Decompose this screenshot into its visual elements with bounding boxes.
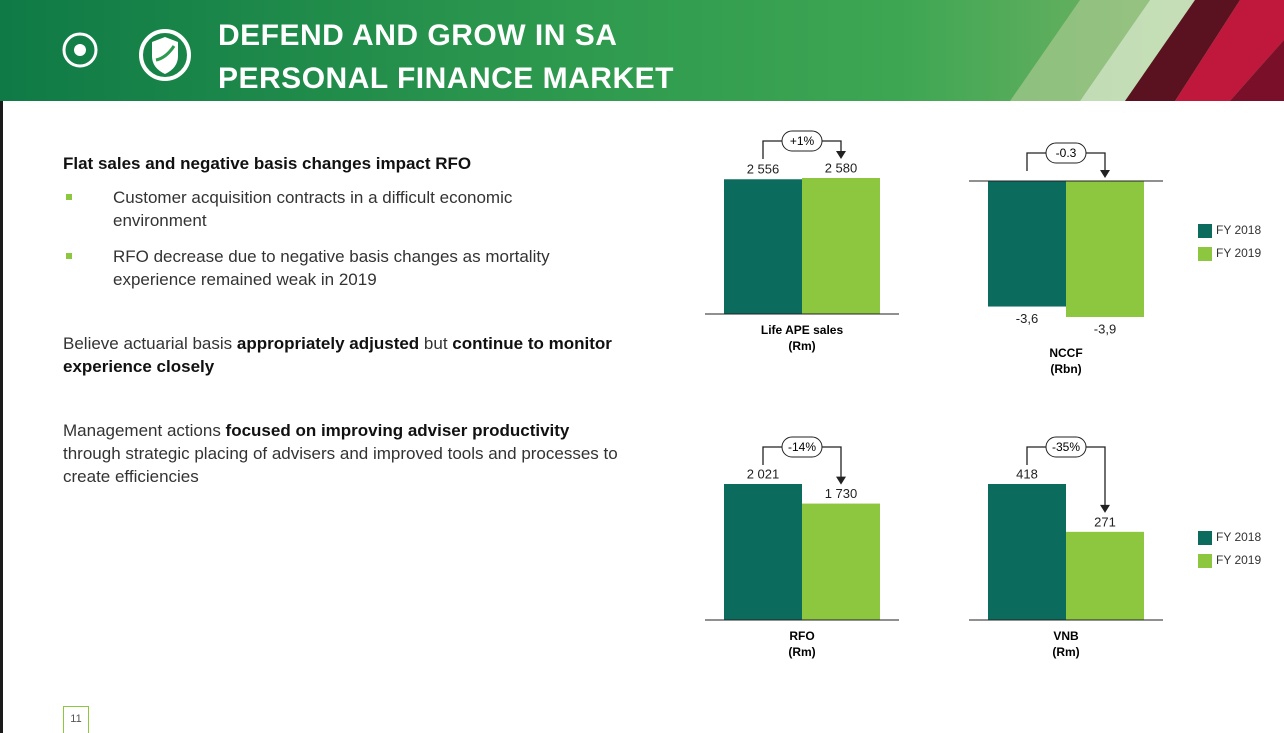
x-label: VNB (1053, 629, 1079, 643)
value-label: -3,9 (1094, 321, 1116, 336)
change-label: -14% (788, 440, 816, 454)
x-unit: (Rm) (788, 339, 815, 353)
charts: 2 556 2 580 Life APE sales (Rm) +1% -3,6 -3,9 N… (0, 0, 1284, 733)
change-label: -0.3 (1056, 146, 1077, 160)
x-label: Life APE sales (761, 323, 844, 337)
legend-swatch (1198, 531, 1212, 545)
x-unit: (Rm) (788, 645, 815, 659)
value-label: 1 730 (825, 486, 858, 501)
bar (802, 178, 880, 314)
x-unit: (Rm) (1052, 645, 1079, 659)
arrow-head (1100, 170, 1110, 178)
legend-label: FY 2018 (1216, 223, 1261, 237)
value-label: 271 (1094, 514, 1116, 529)
x-label: NCCF (1049, 346, 1082, 360)
slide: {"header": {"title_lines": ["DEFEND AND … (0, 0, 1284, 733)
bar (1066, 532, 1144, 620)
bar (802, 504, 880, 620)
bar (724, 484, 802, 620)
legend-label: FY 2019 (1216, 553, 1261, 567)
bar (988, 181, 1066, 307)
change-label: -35% (1052, 440, 1080, 454)
x-label: RFO (789, 629, 814, 643)
value-label: 2 021 (747, 466, 780, 481)
value-label: -3,6 (1016, 311, 1038, 326)
legend-swatch (1198, 224, 1212, 238)
value-label: 418 (1016, 466, 1038, 481)
arrow-head (836, 477, 846, 485)
change-label: +1% (790, 134, 815, 148)
arrow-head (836, 151, 846, 159)
x-unit: (Rbn) (1050, 362, 1081, 376)
bar (724, 179, 802, 314)
value-label: 2 556 (747, 162, 780, 177)
bar (1066, 181, 1144, 317)
bar (988, 484, 1066, 620)
legend-swatch (1198, 247, 1212, 261)
legend-swatch (1198, 554, 1212, 568)
legend-label: FY 2019 (1216, 246, 1261, 260)
legend-label: FY 2018 (1216, 530, 1261, 544)
arrow-head (1100, 505, 1110, 513)
value-label: 2 580 (825, 160, 858, 175)
